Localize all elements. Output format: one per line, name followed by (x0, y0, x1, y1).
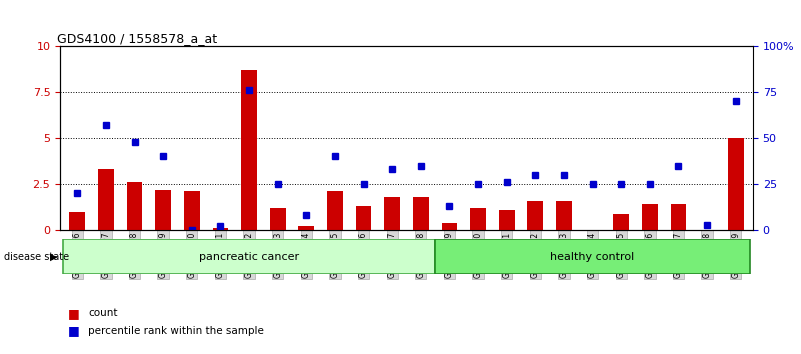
Bar (413, 197, 429, 230)
Bar (384, 197, 400, 230)
Bar (299, 227, 314, 230)
Bar (670, 204, 686, 230)
Bar (528, 201, 543, 230)
Bar (556, 201, 572, 230)
Text: disease state: disease state (4, 252, 69, 262)
Text: ■: ■ (68, 325, 80, 337)
Bar (614, 213, 629, 230)
Bar (441, 223, 457, 230)
Text: ■: ■ (68, 307, 80, 320)
Text: pancreatic cancer: pancreatic cancer (199, 252, 299, 262)
Bar (70, 212, 85, 230)
Bar (327, 192, 343, 230)
Bar (127, 182, 143, 230)
Text: percentile rank within the sample: percentile rank within the sample (88, 326, 264, 336)
Bar (212, 228, 228, 230)
FancyBboxPatch shape (435, 239, 750, 274)
Bar (728, 138, 743, 230)
Text: ▶: ▶ (50, 252, 57, 262)
Bar (241, 70, 257, 230)
Bar (470, 208, 486, 230)
Bar (356, 206, 372, 230)
Text: count: count (88, 308, 118, 318)
Bar (499, 210, 514, 230)
Bar (270, 208, 285, 230)
Text: GDS4100 / 1558578_a_at: GDS4100 / 1558578_a_at (57, 32, 217, 45)
Bar (642, 204, 658, 230)
Text: healthy control: healthy control (550, 252, 634, 262)
Bar (184, 192, 199, 230)
FancyBboxPatch shape (63, 239, 435, 274)
Bar (155, 190, 171, 230)
Bar (98, 169, 114, 230)
